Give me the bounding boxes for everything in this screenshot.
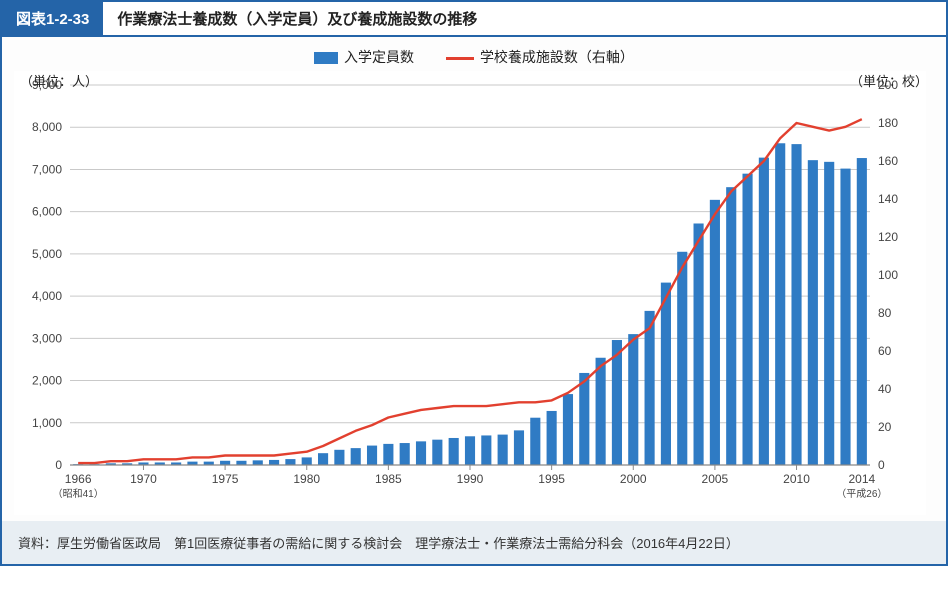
svg-text:（平成26）: （平成26） (836, 488, 887, 500)
svg-text:20: 20 (878, 420, 892, 434)
svg-text:7,000: 7,000 (32, 162, 62, 176)
svg-text:2000: 2000 (620, 472, 647, 486)
svg-text:80: 80 (878, 306, 892, 320)
svg-text:140: 140 (878, 192, 898, 206)
svg-text:1995: 1995 (538, 472, 565, 486)
legend-bar-swatch (314, 52, 338, 64)
source-footer: 資料：厚生労働省医政局 第1回医療従事者の需給に関する検討会 理学療法士・作業療… (2, 521, 946, 564)
svg-text:2005: 2005 (702, 472, 729, 486)
title-bar: 図表1-2-33 作業療法士養成数（入学定員）及び養成施設数の推移 (2, 2, 946, 37)
svg-text:160: 160 (878, 154, 898, 168)
svg-text:2,000: 2,000 (32, 374, 62, 388)
figure-frame: 図表1-2-33 作業療法士養成数（入学定員）及び養成施設数の推移 入学定員数 … (0, 0, 948, 566)
svg-text:4,000: 4,000 (32, 289, 62, 303)
svg-text:1980: 1980 (293, 472, 320, 486)
svg-text:1990: 1990 (457, 472, 484, 486)
figure-number: 図表1-2-33 (2, 2, 103, 35)
svg-text:120: 120 (878, 230, 898, 244)
svg-text:60: 60 (878, 344, 892, 358)
svg-text:8,000: 8,000 (32, 120, 62, 134)
y-left-unit: （単位：人） (20, 71, 98, 90)
legend-line-swatch (446, 57, 474, 60)
combo-chart: 0 1,000 2,000 3,000 4,000 5,000 6,000 7,000 8,00… (14, 71, 926, 515)
svg-text:0: 0 (55, 458, 62, 472)
svg-text:5,000: 5,000 (32, 247, 62, 261)
svg-text:1985: 1985 (375, 472, 402, 486)
svg-text:1966: 1966 (65, 472, 92, 486)
svg-text:6,000: 6,000 (32, 205, 62, 219)
svg-text:1970: 1970 (130, 472, 157, 486)
svg-text:1975: 1975 (212, 472, 239, 486)
figure-title: 作業療法士養成数（入学定員）及び養成施設数の推移 (103, 2, 491, 35)
svg-text:100: 100 (878, 268, 898, 282)
svg-text:0: 0 (878, 458, 885, 472)
svg-text:（昭和41）: （昭和41） (53, 488, 104, 500)
y-right-unit: （単位：校） (850, 71, 928, 90)
svg-text:3,000: 3,000 (32, 331, 62, 345)
chart-area: 入学定員数 学校養成施設数（右軸） （単位：人） （単位：校） 0 1,000 2,… (2, 37, 946, 521)
svg-text:1,000: 1,000 (32, 416, 62, 430)
svg-text:40: 40 (878, 382, 892, 396)
svg-text:180: 180 (878, 116, 898, 130)
svg-text:2010: 2010 (783, 472, 810, 486)
svg-text:2014: 2014 (848, 472, 875, 486)
legend-bar-label: 入学定員数 (344, 49, 414, 65)
legend-line-label: 学校養成施設数（右軸） (480, 49, 634, 65)
legend: 入学定員数 学校養成施設数（右軸） (14, 47, 934, 67)
